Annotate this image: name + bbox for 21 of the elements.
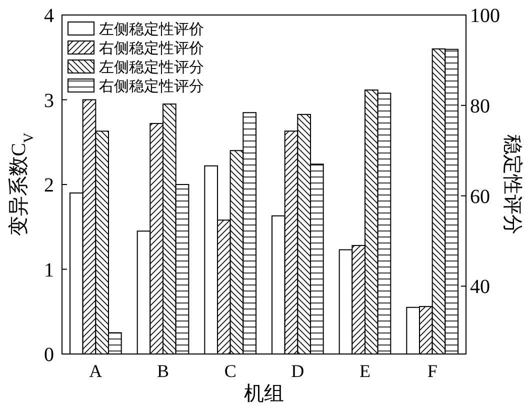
y2-tick-label: 40 — [470, 276, 490, 298]
y-tick-label: 1 — [44, 259, 54, 282]
x-tick-label: C — [224, 361, 236, 381]
y-tick-label: 4 — [44, 5, 54, 27]
y2-tick-label: 60 — [470, 186, 490, 208]
y-tick-label: 3 — [44, 90, 54, 112]
y2-tick-label: 80 — [470, 95, 490, 118]
x-tick-label: D — [291, 361, 304, 381]
y-tick-label: 0 — [44, 344, 54, 366]
y2-axis-title: 稳定性评分 — [501, 134, 523, 234]
x-tick-label: E — [360, 361, 370, 381]
legend-label: 左侧稳定性评分 — [99, 59, 204, 76]
legend-label: 右侧稳定性评分 — [99, 78, 204, 95]
y-tick-label: 2 — [44, 174, 54, 196]
legend-label: 右侧稳定性评价 — [99, 40, 204, 57]
x-tick-label: A — [89, 361, 102, 381]
x-tick-label: B — [156, 361, 170, 381]
x-tick-label: F — [427, 361, 438, 381]
legend-label: 左侧稳定性评价 — [99, 21, 204, 38]
x-axis-title: 机组 — [244, 383, 284, 405]
y2-tick-label: 100 — [470, 5, 500, 27]
